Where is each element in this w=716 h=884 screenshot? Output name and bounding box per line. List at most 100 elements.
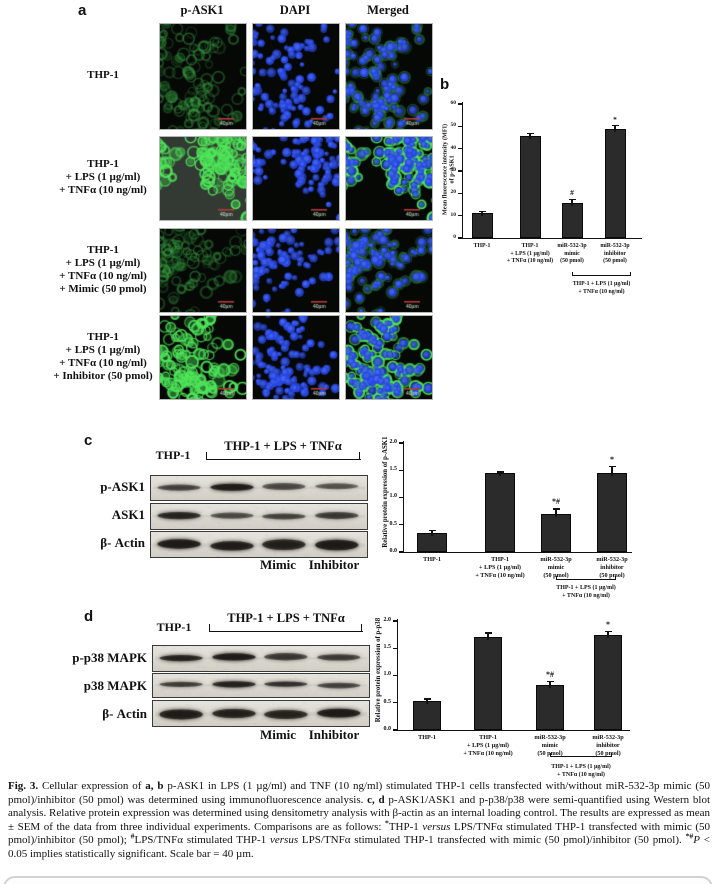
chart-b-error-bar (529, 133, 531, 140)
chart-b-bracket-tick-right (630, 271, 632, 276)
chart-b-error-bar (481, 211, 483, 217)
micro-image-green-dim (159, 23, 247, 130)
chart-d-bracket-tick-left (550, 752, 552, 757)
column-header-merged: Merged (367, 3, 409, 17)
chart-d-bar (474, 637, 502, 730)
chart-c-tick (399, 551, 403, 553)
blot-label-p38: p38 MAPK (83, 678, 147, 693)
caption-segment: THP-1 (388, 820, 423, 833)
chart-c-tick-label: 0.0 (389, 547, 398, 554)
caption-segment: # (130, 831, 135, 841)
chart-b-tick-label: 50 (450, 122, 457, 129)
chart-d-tick-label: 1.5 (383, 644, 392, 651)
chart-c-tick (399, 442, 403, 444)
column-header-dapi: DAPI (279, 3, 311, 17)
chart-d-error-bar (426, 698, 428, 704)
chart-c-category-label: THP-1 + LPS (1 µg/ml) + TNFα (10 ng/ml) (475, 556, 525, 580)
micro-image-merged-dim (345, 23, 433, 130)
chart-c-tick-label: 0.5 (389, 520, 398, 527)
chart-c-error-bar (611, 465, 613, 476)
blot-label-b-actin-d: β- Actin (102, 706, 147, 721)
chart-c-error-bar (499, 471, 501, 476)
micro-image-merged-bright (345, 136, 433, 221)
chart-c-tick (399, 496, 403, 499)
caption-segment: versus (422, 820, 451, 833)
panel-a-label: a (78, 2, 87, 19)
chart-b-error-cap (568, 198, 576, 201)
chart-c-bracket-tick-right (615, 575, 617, 580)
micro-image-dapi (252, 315, 340, 400)
chart-c-tick-label: 1.0 (389, 493, 398, 500)
caption-segment: P (693, 834, 700, 847)
caption-segment: < 0.05 implies statistically significant… (8, 834, 710, 860)
micro-image-merged-dim (345, 228, 433, 313)
chart-c-significance-marker: *# (552, 497, 560, 507)
chart-b-tick (458, 103, 462, 105)
panel-c-bracket-label: THP-1 + LPS + TNFα (224, 439, 342, 453)
chart-b-tick (458, 125, 462, 127)
blot-image-ask1 (150, 503, 368, 530)
chart-b-error-cap (611, 125, 619, 127)
chart-b-tick (458, 215, 462, 217)
chart-b-y-axis (462, 102, 464, 238)
micro-image-green-bright-gray (159, 136, 247, 221)
micro-image-dapi (252, 228, 340, 313)
column-header-p-ask1: p-ASK1 (180, 3, 224, 17)
chart-d-x-axis (397, 730, 630, 732)
chart-d-tick-label: 0.5 (383, 698, 392, 705)
micro-image-green-bright (159, 315, 247, 400)
chart-b-bracket-label: THP-1 + LPS (1 µg/ml) + TNFα (10 ng/ml) (572, 281, 631, 296)
chart-c-error-bar (555, 508, 557, 517)
panel-d-bracket-label: THP-1 + LPS + TNFα (227, 611, 345, 625)
chart-b-error-bar (571, 198, 573, 207)
caption-segment: Cellular expression of (38, 780, 146, 792)
micro-image-dapi (252, 136, 340, 221)
chart-c-bar (541, 513, 571, 552)
caption-segment: Fig. 3. (8, 780, 39, 792)
chart-d-bracket-tick-right (611, 752, 613, 757)
chart-b-tick (458, 237, 462, 239)
caption-segment: versus (270, 834, 299, 847)
chart-d-error-cap (423, 698, 431, 700)
lane-label-inhibitor-c: Inhibitor (308, 557, 360, 572)
chart-d-bracket-label: THP-1 + LPS (1 µg/ml) + TNFα (10 ng/ml) (551, 764, 611, 779)
chart-c-category-label: THP-1 (423, 556, 441, 563)
chart-b-tick-label: 20 (450, 189, 457, 196)
caption-segment: *# (685, 831, 694, 841)
caption-segment: LPS/TNFα stimulated THP-1 transfected wi… (8, 820, 710, 847)
chart-d-bracket-line (550, 756, 612, 758)
blot-label-b-actin-c: β- Actin (100, 535, 145, 550)
chart-b-x-axis (462, 238, 642, 240)
chart-c-tick-label: 1.5 (389, 466, 398, 473)
caption-segment: p-ASK1 in LPS (1 µg/ml) and TNF (10 ng/m… (8, 780, 711, 806)
chart-d-significance-marker: * (606, 619, 610, 629)
chart-d-category-label: miR-532-3p mimic (50 pmol) (534, 734, 566, 758)
chart-b-tick-label: 60 (450, 100, 457, 107)
micro-image-green-dim (159, 228, 247, 313)
micro-image-merged-bright (345, 315, 433, 400)
chart-c-bar (485, 472, 515, 552)
chart-b-tick (458, 170, 462, 172)
caption-segment: LPS/TNFα stimulated THP-1 (134, 834, 271, 847)
chart-d-error-cap (546, 680, 554, 683)
panel-d-bracket-line (209, 631, 363, 633)
lane-label-mimic-d: Mimic (259, 727, 297, 742)
chart-c-bracket-label: THP-1 + LPS (1 µg/ml) + TNFα (10 ng/ml) (556, 585, 616, 600)
chart-c-tick-label: 2.0 (389, 438, 398, 445)
panel-b-label: b (440, 76, 450, 93)
micro-image-dapi (252, 23, 340, 130)
chart-d-tick-label: 2.0 (383, 616, 392, 623)
blot-image-p-ask1 (150, 475, 368, 501)
blot-image-β--actin (150, 531, 368, 558)
chart-c-error-cap (608, 465, 616, 468)
blot-image-p38-mapk (152, 673, 370, 698)
chart-b-tick-label: 10 (450, 211, 457, 218)
chart-d-error-bar (487, 632, 489, 641)
chart-c-y-axis (403, 441, 405, 552)
chart-d-tick (393, 647, 397, 649)
chart-d-tick (393, 729, 397, 731)
chart-b-category-label: THP-1 (473, 243, 491, 249)
chart-d-category-label: THP-1 (418, 734, 436, 741)
chart-c-tick (399, 469, 403, 471)
